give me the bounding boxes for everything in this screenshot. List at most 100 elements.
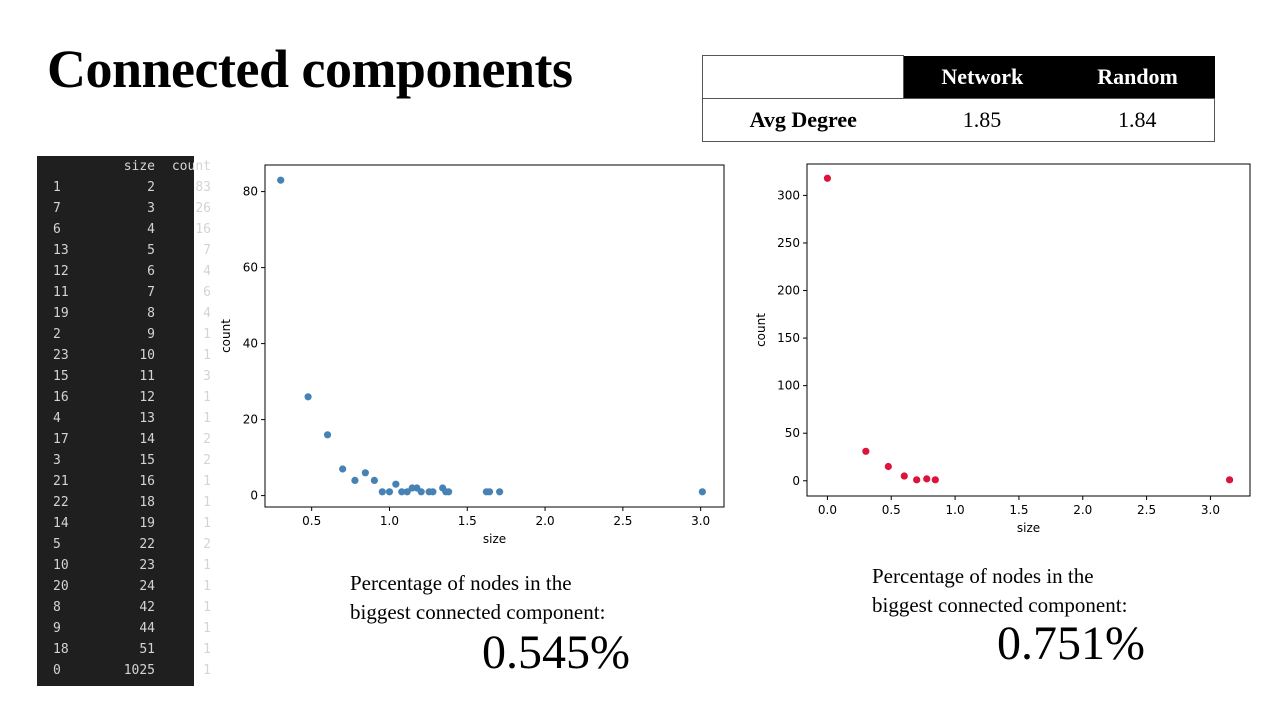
dataframe-row: 17 14 2 bbox=[37, 432, 211, 453]
x-tick-label: 2.5 bbox=[613, 514, 632, 528]
row-count: 1 bbox=[203, 474, 211, 489]
row-count: 1 bbox=[203, 327, 211, 342]
data-point bbox=[277, 176, 285, 184]
dataframe-row: 4 13 1 bbox=[37, 411, 211, 432]
row-index: 19 bbox=[53, 306, 69, 321]
row-size: 12 bbox=[139, 390, 155, 405]
random-pct-label: Percentage of nodes in the biggest conne… bbox=[872, 564, 1128, 617]
y-tick-label: 60 bbox=[243, 261, 258, 275]
data-point bbox=[823, 174, 832, 182]
row-index: 3 bbox=[53, 453, 61, 468]
row-count: 2 bbox=[203, 432, 211, 447]
row-count: 1 bbox=[203, 516, 211, 531]
page-title: Connected components bbox=[47, 39, 573, 99]
y-tick-label: 80 bbox=[243, 185, 258, 199]
table-corner-cell bbox=[702, 55, 904, 99]
row-size: 10 bbox=[139, 348, 155, 363]
data-point bbox=[370, 476, 378, 484]
row-size: 51 bbox=[139, 642, 155, 657]
row-count: 1 bbox=[203, 390, 211, 405]
y-axis-label: count bbox=[754, 313, 768, 347]
row-size: 16 bbox=[139, 474, 155, 489]
dataframe-row: 1 2 83 bbox=[37, 180, 211, 201]
dataframe-row: 11 7 6 bbox=[37, 285, 211, 306]
dataframe-row: 22 18 1 bbox=[37, 495, 211, 516]
row-size: 18 bbox=[139, 495, 155, 510]
network-pct-value: 0.545% bbox=[482, 626, 630, 679]
row-index: 7 bbox=[53, 201, 61, 216]
dataframe-row: 14 19 1 bbox=[37, 516, 211, 537]
row-count: 1 bbox=[203, 495, 211, 510]
data-point bbox=[1225, 476, 1234, 484]
row-count: 1 bbox=[203, 558, 211, 573]
scatter-svg: 0.5 1.0 1.5 2.0 2.5 3.0 0 20 40 60 80 size count bbox=[219, 164, 725, 546]
y-tick-label: 150 bbox=[777, 331, 800, 345]
dataframe-header: size count bbox=[37, 159, 211, 180]
row-count: 7 bbox=[203, 243, 211, 258]
x-axis-label: size bbox=[1017, 521, 1040, 535]
y-tick-label: 40 bbox=[243, 337, 258, 351]
x-tick-label: 2.5 bbox=[1137, 503, 1156, 517]
row-count: 4 bbox=[203, 264, 211, 279]
row-count: 1 bbox=[203, 579, 211, 594]
x-tick-label: 0.0 bbox=[818, 503, 837, 517]
row-count: 1 bbox=[203, 411, 211, 426]
data-point bbox=[417, 488, 425, 496]
x-tick-label: 1.5 bbox=[458, 514, 477, 528]
dataframe-row: 21 16 1 bbox=[37, 474, 211, 495]
row-count: 16 bbox=[195, 222, 211, 237]
row-index: 22 bbox=[53, 495, 69, 510]
scatter-svg: 0.0 0.5 1.0 1.5 2.0 2.5 3.0 0 50 100 150 200 250 300 s… bbox=[754, 163, 1251, 535]
y-tick-label: 0 bbox=[250, 489, 258, 503]
row-count: 2 bbox=[203, 537, 211, 552]
data-point bbox=[351, 476, 359, 484]
row-count: 1 bbox=[203, 663, 211, 678]
dataframe-row: 6 4 16 bbox=[37, 222, 211, 243]
row-index: 15 bbox=[53, 369, 69, 384]
dataframe-row: 15 11 3 bbox=[37, 369, 211, 390]
row-size: 15 bbox=[139, 453, 155, 468]
row-index: 17 bbox=[53, 432, 69, 447]
row-size: 8 bbox=[147, 306, 155, 321]
col-network-header: Network bbox=[903, 55, 1061, 99]
dataframe-row: 5 22 2 bbox=[37, 537, 211, 558]
row-size: 42 bbox=[139, 600, 155, 615]
data-point bbox=[403, 488, 411, 496]
row-size: 11 bbox=[139, 369, 155, 384]
row-count: 2 bbox=[203, 453, 211, 468]
row-size: 23 bbox=[139, 558, 155, 573]
y-axis-label: count bbox=[219, 319, 233, 353]
x-tick-label: 1.5 bbox=[1009, 503, 1028, 517]
x-tick-label: 2.0 bbox=[1073, 503, 1092, 517]
dataframe-row: 3 15 2 bbox=[37, 453, 211, 474]
x-tick-label: 3.0 bbox=[1201, 503, 1220, 517]
row-index: 14 bbox=[53, 516, 69, 531]
row-count: 6 bbox=[203, 285, 211, 300]
row-size: 22 bbox=[139, 537, 155, 552]
data-point bbox=[392, 480, 400, 488]
row-size: 24 bbox=[139, 579, 155, 594]
row-count: 1 bbox=[203, 621, 211, 636]
data-point bbox=[445, 488, 453, 496]
x-tick-label: 3.0 bbox=[691, 514, 710, 528]
row-count: 3 bbox=[203, 369, 211, 384]
row-index: 5 bbox=[53, 537, 61, 552]
avg-degree-table: Network Random Avg Degree 1.85 1.84 bbox=[702, 55, 1215, 142]
row-index: 18 bbox=[53, 642, 69, 657]
data-point bbox=[698, 488, 706, 496]
count-header: count bbox=[171, 159, 211, 174]
row-count: 26 bbox=[195, 201, 211, 216]
row-count: 1 bbox=[203, 642, 211, 657]
data-point bbox=[385, 488, 394, 496]
row-index: 13 bbox=[53, 243, 69, 258]
row-index: 1 bbox=[53, 180, 61, 195]
row-index: 4 bbox=[53, 411, 61, 426]
avg-degree-label: Avg Degree bbox=[702, 98, 904, 142]
row-size: 7 bbox=[147, 285, 155, 300]
row-index: 12 bbox=[53, 264, 69, 279]
row-index: 2 bbox=[53, 327, 61, 342]
row-size: 4 bbox=[147, 222, 155, 237]
data-point bbox=[361, 469, 369, 477]
size-header: size bbox=[123, 159, 155, 174]
dataframe-row: 20 24 1 bbox=[37, 579, 211, 600]
